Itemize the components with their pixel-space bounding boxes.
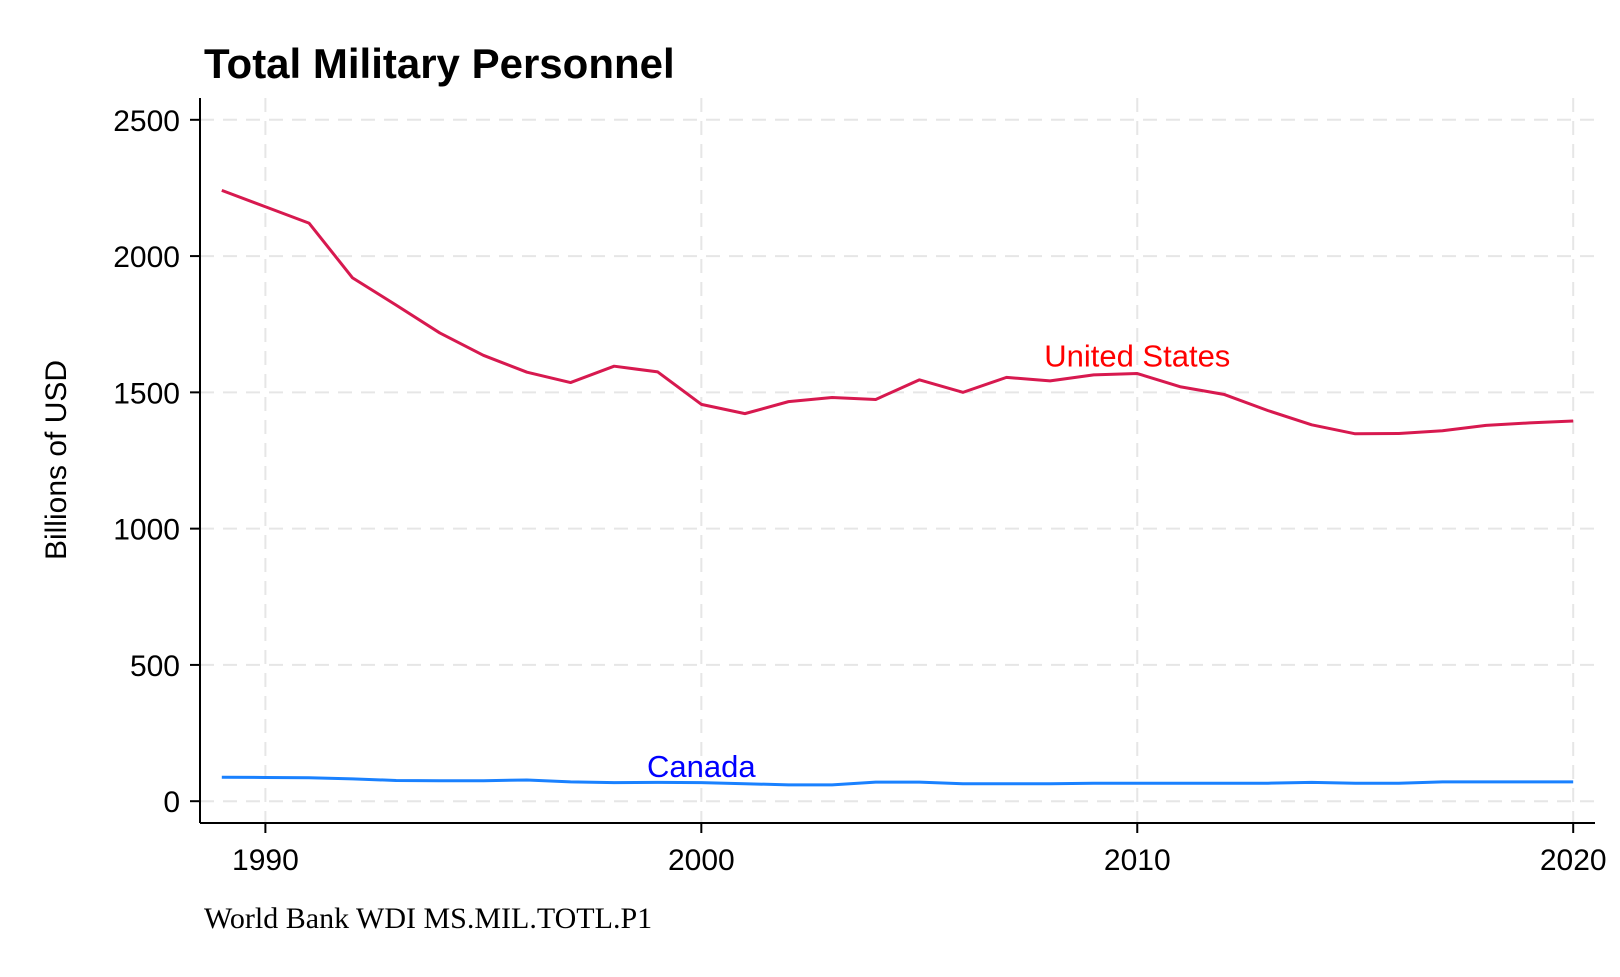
y-tick-label: 2500 — [113, 105, 180, 138]
series-line-canada — [221, 775, 1574, 787]
y-tick-label: 1000 — [113, 514, 180, 547]
y-tick-label: 1500 — [113, 377, 180, 410]
series-layer — [221, 188, 1574, 787]
y-tick-label: 0 — [163, 786, 180, 819]
x-tick-label: 2020 — [1540, 844, 1607, 877]
x-tick-label: 2010 — [1104, 844, 1171, 877]
axes: 0 500 1000 1500 2000 2500 1990 2000 2010 2020 — [113, 98, 1607, 877]
y-tick-label: 2000 — [113, 241, 180, 274]
series-line-united-states — [221, 188, 1574, 436]
grid — [200, 98, 1595, 823]
x-tick-label: 1990 — [232, 844, 299, 877]
y-axis-label: Billions of USD — [40, 360, 73, 560]
series-label-canada: Canada — [647, 749, 756, 784]
y-tick-label: 500 — [130, 650, 180, 683]
x-tick-label: 2000 — [668, 844, 735, 877]
series-labels: United States Canada — [647, 338, 1230, 784]
chart-title: Total Military Personnel — [204, 40, 675, 87]
source-note: World Bank WDI MS.MIL.TOTL.P1 — [204, 902, 652, 935]
series-label-united-states: United States — [1044, 338, 1230, 373]
